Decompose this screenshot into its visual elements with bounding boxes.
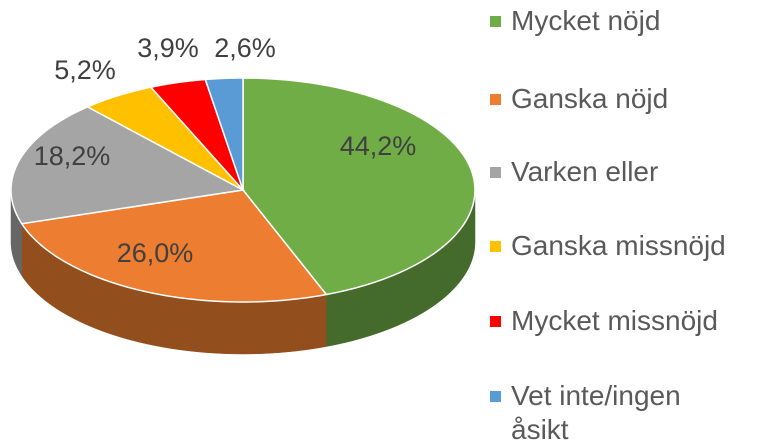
pie-chart: 44,2% 26,0% 18,2% 5,2% 3,9% 2,6% (10, 33, 476, 355)
legend-label: Mycket nöjd (511, 5, 661, 36)
data-label: 26,0% (117, 238, 194, 268)
legend-label: Ganska missnöjd (511, 230, 726, 261)
pie-slice (20, 189, 328, 303)
legend-swatch (490, 391, 501, 402)
legend-swatch (490, 94, 501, 105)
legend-item: Mycket nöjd (490, 4, 740, 38)
data-label: 44,2% (340, 131, 417, 161)
legend-label: Mycket missnöjd (511, 305, 718, 336)
legend-swatch (490, 241, 501, 252)
legend-label: Vet inte/ingen åsikt (511, 380, 681, 445)
pie-slice (10, 106, 246, 225)
data-label: 18,2% (34, 141, 111, 171)
legend-swatch (490, 167, 501, 178)
pie-slice (149, 78, 244, 191)
data-label: 5,2% (54, 55, 116, 85)
legend-label: Varken eller (511, 156, 659, 187)
legend-item: Vet inte/ingen åsikt (490, 379, 740, 447)
pie-slice (242, 77, 476, 296)
legend-label: Ganska nöjd (511, 83, 669, 114)
legend-item: Varken eller (490, 155, 740, 189)
legend-item: Ganska missnöjd (490, 229, 740, 263)
pie-slice (204, 77, 244, 191)
legend-item: Mycket missnöjd (490, 304, 740, 338)
legend-swatch (490, 316, 501, 327)
pie-slice (85, 86, 244, 191)
legend-item: Ganska nöjd (490, 82, 740, 116)
data-label: 2,6% (214, 33, 276, 63)
legend-swatch (490, 16, 501, 27)
data-label: 3,9% (137, 33, 199, 63)
